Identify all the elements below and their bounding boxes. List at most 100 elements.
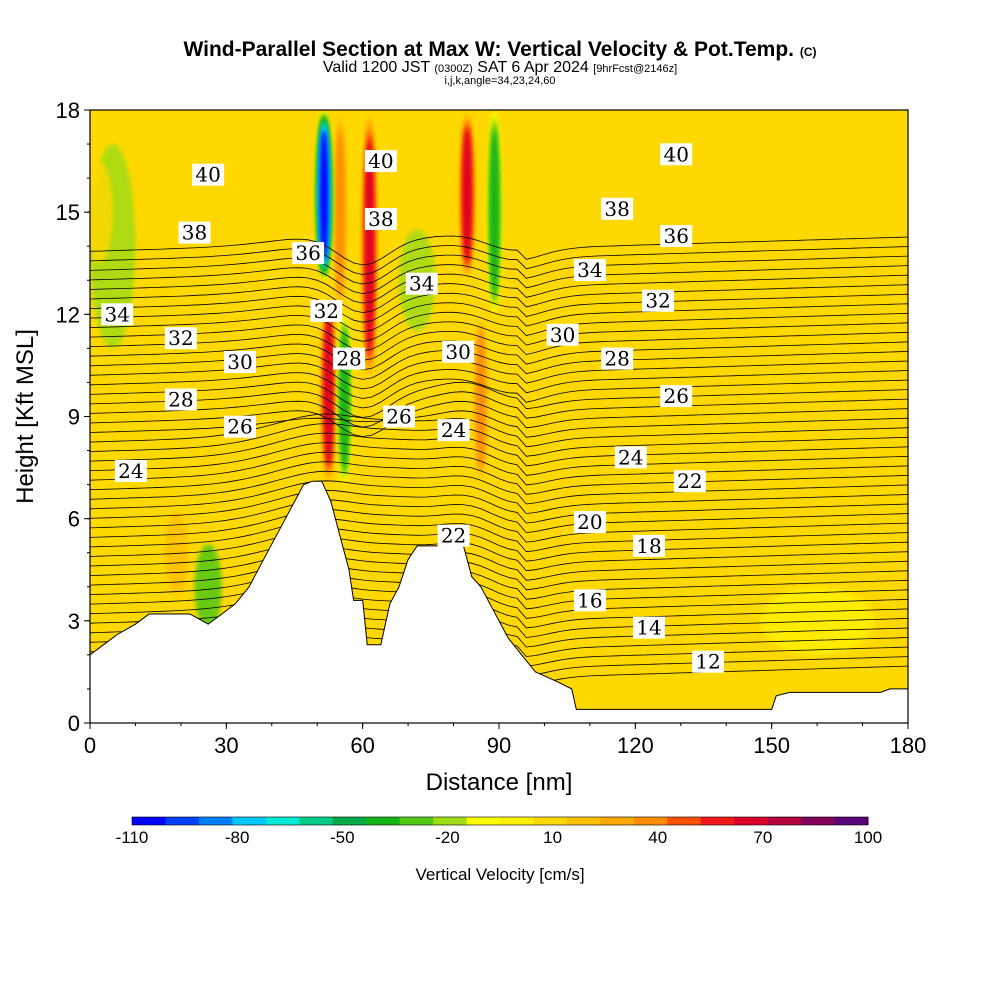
- isentrope-label-box: [292, 242, 325, 265]
- isentrope-label-box: [101, 303, 134, 326]
- updraft-core: [476, 331, 485, 468]
- colorbar-label: Vertical Velocity [cm/s]: [415, 865, 584, 884]
- isentrope-line: [90, 470, 908, 505]
- isentrope-line: [90, 340, 908, 371]
- y-tick-label: 15: [56, 200, 80, 225]
- colorbar-swatch: [633, 817, 668, 825]
- isentrope-line: [90, 330, 908, 361]
- y-axis-label: Height [Kft MSL]: [12, 329, 39, 504]
- isentrope-label-box: [573, 589, 606, 612]
- colorbar-swatch: [399, 817, 434, 825]
- isentrope-label-box: [614, 446, 647, 469]
- updraft-core: [463, 130, 471, 260]
- colorbar-swatch: [801, 817, 836, 825]
- isentrope-label-box: [114, 459, 147, 482]
- isentrope-label: 22: [441, 524, 466, 548]
- isentrope-line: [90, 518, 908, 553]
- isentrope-label: 24: [441, 418, 466, 442]
- isentrope-line: [90, 423, 908, 457]
- colorbar-swatch: [834, 817, 869, 825]
- isentrope-label-box: [164, 388, 197, 411]
- isentrope-label: 16: [577, 588, 602, 612]
- isentrope-label-box: [164, 327, 197, 350]
- x-axis-label: Distance [nm]: [426, 769, 573, 796]
- isentrope-label-box: [333, 347, 366, 370]
- isentrope-line: [90, 461, 908, 495]
- y-tick-label: 18: [56, 98, 80, 123]
- isentrope-label-box: [601, 197, 634, 220]
- x-tick-label: 120: [617, 733, 654, 758]
- colorbar: -110 -80 -50 -20 10 40 70 100 Vertical Velocity …: [116, 816, 882, 884]
- isentrope-label-box: [573, 511, 606, 534]
- isentrope-label-box: [383, 405, 416, 428]
- isentrope-line: [90, 369, 908, 399]
- title-main: Wind-Parallel Section at Max W: Vertical…: [183, 38, 794, 61]
- isentrope-label-box: [660, 143, 693, 166]
- y-tick-label: 9: [68, 405, 80, 430]
- isentrope-line: [90, 311, 908, 342]
- isentrope-label: 32: [168, 326, 193, 350]
- isentrope-label-box: [546, 323, 579, 346]
- isentrope-label: 28: [168, 387, 193, 411]
- isentrope-label-box: [364, 150, 397, 173]
- isentrope-label: 28: [336, 347, 361, 371]
- colorbar-swatch: [332, 817, 367, 825]
- isentrope-label-box: [437, 524, 470, 547]
- terrain: [90, 480, 908, 723]
- isentrope-label: 24: [618, 445, 643, 469]
- updraft-core: [336, 130, 344, 294]
- isentrope-line: [90, 400, 908, 438]
- isentrope-label: 24: [118, 459, 143, 483]
- colorbar-swatch: [566, 817, 601, 825]
- isentrope-label: 38: [368, 207, 393, 231]
- velocity-patch: [194, 544, 222, 630]
- isentrope-label: 32: [314, 299, 339, 323]
- y-tick-label: 12: [56, 302, 80, 327]
- isentrope-line: [90, 302, 908, 333]
- colorbar-swatch: [433, 817, 468, 825]
- isentrope-line: [90, 245, 908, 275]
- isentrope-line: [90, 508, 908, 543]
- isentrope-label: 26: [386, 405, 411, 429]
- colorbar-swatch: [533, 817, 568, 825]
- isentrope-label: 12: [695, 650, 720, 674]
- isentrope-label: 40: [664, 142, 689, 166]
- y-tick-label: 6: [68, 507, 80, 532]
- y-tick-label: 0: [68, 711, 80, 736]
- x-tick-label: 180: [890, 733, 927, 758]
- colorbar-tick-label: -80: [225, 828, 250, 847]
- isentrope-label-box: [223, 351, 256, 374]
- plot-area: 40 38 36 34 32 32 30 28 28 26 24 40 38 34 26 30 24 22 40 38…: [90, 110, 908, 723]
- isentrope-label-box: [364, 207, 397, 230]
- isentrope-label: 26: [227, 415, 252, 439]
- isentrope-label: 36: [664, 224, 689, 248]
- grid-indices: i,j,k,angle=34,23,24,60: [444, 75, 556, 87]
- colorbar-tick-label: -110: [116, 828, 149, 847]
- x-tick-label: 30: [214, 733, 238, 758]
- colorbar-swatch: [232, 817, 267, 825]
- isentrope-label-box: [310, 299, 343, 322]
- isentrope-label: 40: [368, 149, 393, 173]
- velocity-patch: [589, 229, 772, 400]
- downdraft-core: [490, 130, 499, 294]
- isentrope-label: 28: [604, 347, 629, 371]
- isentrope-line: [90, 575, 908, 610]
- isentrope-line: [90, 432, 908, 467]
- colorbar-swatch: [700, 817, 735, 825]
- chart-title: Wind-Parallel Section at Max W: Vertical…: [0, 38, 1000, 62]
- isentrope-line: [90, 283, 908, 314]
- isentrope-label: 34: [409, 272, 434, 296]
- isentrope-label-box: [632, 534, 665, 557]
- isentrope-label-box: [660, 225, 693, 248]
- title-suffix: (C): [799, 45, 817, 59]
- x-tick-label: 90: [487, 733, 511, 758]
- isentrope-line: [90, 556, 908, 591]
- isentrope-line: [90, 499, 908, 534]
- isentrope-label: 30: [550, 323, 575, 347]
- isentrope-label-box: [692, 650, 725, 673]
- x-tick-label: 60: [350, 733, 374, 758]
- isentrope-line: [90, 359, 908, 390]
- isentrope-label-box: [223, 415, 256, 438]
- isentrope-label: 36: [295, 241, 320, 265]
